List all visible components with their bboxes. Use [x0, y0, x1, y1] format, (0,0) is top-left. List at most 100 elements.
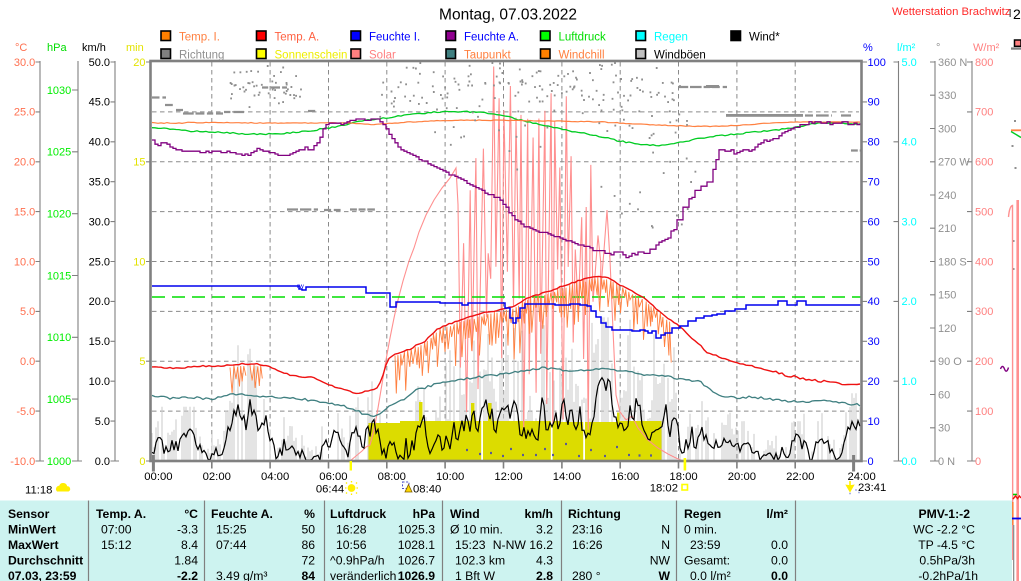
svg-text:rw: rw — [297, 283, 304, 290]
svg-text:WC -2.2 °C: WC -2.2 °C — [913, 523, 975, 537]
svg-text:12:00: 12:00 — [494, 471, 522, 483]
svg-text:Sensor: Sensor — [8, 507, 50, 521]
svg-text:40.0: 40.0 — [89, 137, 110, 149]
svg-text:360 N: 360 N — [938, 57, 967, 69]
svg-text:Gesamt:: Gesamt: — [684, 554, 730, 568]
svg-text:0.0: 0.0 — [771, 569, 788, 581]
svg-text:800: 800 — [975, 57, 993, 69]
svg-text:0.5hPa/3h: 0.5hPa/3h — [919, 554, 975, 568]
svg-text:15:23: 15:23 — [455, 538, 486, 552]
svg-text:50: 50 — [301, 523, 315, 537]
svg-text:1025.3: 1025.3 — [398, 523, 435, 537]
svg-text:Wetterstation Brachwitz: Wetterstation Brachwitz — [892, 6, 1011, 18]
svg-text:Regen: Regen — [654, 32, 688, 44]
svg-text:Richtung: Richtung — [179, 50, 224, 62]
svg-text:5.0: 5.0 — [95, 416, 110, 428]
svg-text:18:02: 18:02 — [650, 483, 678, 495]
svg-text:0.0: 0.0 — [902, 456, 917, 468]
svg-text:700: 700 — [975, 107, 993, 119]
svg-text:W/m²: W/m² — [973, 42, 1000, 54]
svg-text:10:00: 10:00 — [436, 471, 464, 483]
svg-text:30.0: 30.0 — [89, 216, 110, 228]
svg-text:N: N — [661, 538, 670, 552]
svg-text:min: min — [126, 42, 144, 54]
svg-text:Richtung: Richtung — [568, 507, 621, 521]
svg-text:-3.3: -3.3 — [177, 523, 198, 537]
svg-text:84: 84 — [301, 569, 315, 581]
svg-text:1.0: 1.0 — [902, 376, 917, 388]
svg-text:60: 60 — [868, 216, 880, 228]
svg-text:3.49 g/m³: 3.49 g/m³ — [216, 569, 267, 581]
svg-text:5.0: 5.0 — [902, 57, 917, 69]
svg-text:08:40: 08:40 — [413, 484, 441, 496]
svg-text:2: 2 — [1013, 6, 1021, 22]
svg-text:8.4: 8.4 — [181, 538, 198, 552]
svg-text:0.0: 0.0 — [95, 456, 110, 468]
svg-text:Montag, 07.03.2022: Montag, 07.03.2022 — [439, 7, 577, 24]
svg-text:NW: NW — [650, 554, 671, 568]
svg-text:%: % — [863, 42, 873, 54]
svg-text:Wind: Wind — [450, 507, 480, 521]
svg-text:02:00: 02:00 — [203, 471, 231, 483]
svg-text:07:44: 07:44 — [216, 538, 247, 552]
svg-text:11:18: 11:18 — [25, 485, 52, 497]
svg-text:Temp. A.: Temp. A. — [96, 507, 146, 521]
svg-text:3.0: 3.0 — [902, 216, 917, 228]
svg-text:3.2: 3.2 — [536, 523, 553, 537]
svg-text:16:28: 16:28 — [336, 523, 367, 537]
svg-text:Luftdruck: Luftdruck — [559, 32, 607, 44]
svg-text:15:12: 15:12 — [101, 538, 132, 552]
svg-text:20: 20 — [133, 57, 145, 69]
svg-text:TP -4.5 °C: TP -4.5 °C — [918, 538, 975, 552]
svg-text:0 N: 0 N — [938, 456, 955, 468]
svg-text:102.3 km: 102.3 km — [455, 554, 505, 568]
svg-text:N-NW 16.2: N-NW 16.2 — [493, 538, 553, 552]
svg-text:veränderlich: veränderlich — [330, 569, 396, 581]
svg-text:1010: 1010 — [47, 332, 71, 344]
svg-text:25.0: 25.0 — [89, 256, 110, 268]
svg-text:50.0: 50.0 — [89, 57, 110, 69]
svg-text:20.0: 20.0 — [89, 296, 110, 308]
svg-text:l/m²: l/m² — [766, 507, 788, 521]
svg-text:16:00: 16:00 — [611, 471, 639, 483]
svg-text:08:00: 08:00 — [378, 471, 406, 483]
svg-text:PMV-1:-2: PMV-1:-2 — [919, 507, 971, 521]
svg-text:1000: 1000 — [47, 456, 71, 468]
svg-text:5: 5 — [139, 356, 145, 368]
svg-text:0 min.: 0 min. — [684, 523, 717, 537]
svg-text:90 O: 90 O — [938, 356, 962, 368]
svg-text:00:00: 00:00 — [144, 471, 172, 483]
svg-text:35.0: 35.0 — [89, 177, 110, 189]
svg-text:270 W: 270 W — [938, 157, 970, 169]
svg-text:Taupunkt: Taupunkt — [464, 50, 511, 62]
svg-text:180 S: 180 S — [938, 256, 967, 268]
svg-text:l/m²: l/m² — [897, 42, 916, 54]
svg-text:Ø 10 min.: Ø 10 min. — [450, 523, 503, 537]
svg-text:1005: 1005 — [47, 394, 71, 406]
svg-text:10:56: 10:56 — [336, 538, 367, 552]
svg-text:06:00: 06:00 — [319, 471, 347, 483]
svg-text:2.0: 2.0 — [902, 296, 917, 308]
svg-text:24:00: 24:00 — [847, 471, 875, 483]
svg-text:100: 100 — [868, 57, 886, 69]
svg-text:hPa: hPa — [47, 42, 67, 54]
svg-text:Windchill: Windchill — [559, 50, 605, 62]
svg-text:14:00: 14:00 — [553, 471, 581, 483]
svg-text:300: 300 — [975, 306, 993, 318]
svg-text:4.0: 4.0 — [902, 137, 917, 149]
svg-text:15.0: 15.0 — [89, 336, 110, 348]
svg-text:20:00: 20:00 — [728, 471, 756, 483]
svg-text:4.3: 4.3 — [536, 554, 553, 568]
svg-text:Regen: Regen — [684, 507, 721, 521]
svg-text:MaxWert: MaxWert — [8, 538, 59, 552]
svg-text:210: 210 — [938, 223, 956, 235]
svg-text:Temp. A.: Temp. A. — [275, 32, 320, 44]
svg-text:300: 300 — [938, 123, 956, 135]
svg-text:72: 72 — [301, 554, 315, 568]
svg-text:23:41: 23:41 — [858, 482, 886, 494]
svg-text:400: 400 — [975, 256, 993, 268]
svg-text:Feuchte I.: Feuchte I. — [369, 32, 420, 44]
svg-text:%: % — [304, 507, 315, 521]
svg-text:60: 60 — [938, 389, 950, 401]
svg-text:30: 30 — [938, 423, 950, 435]
